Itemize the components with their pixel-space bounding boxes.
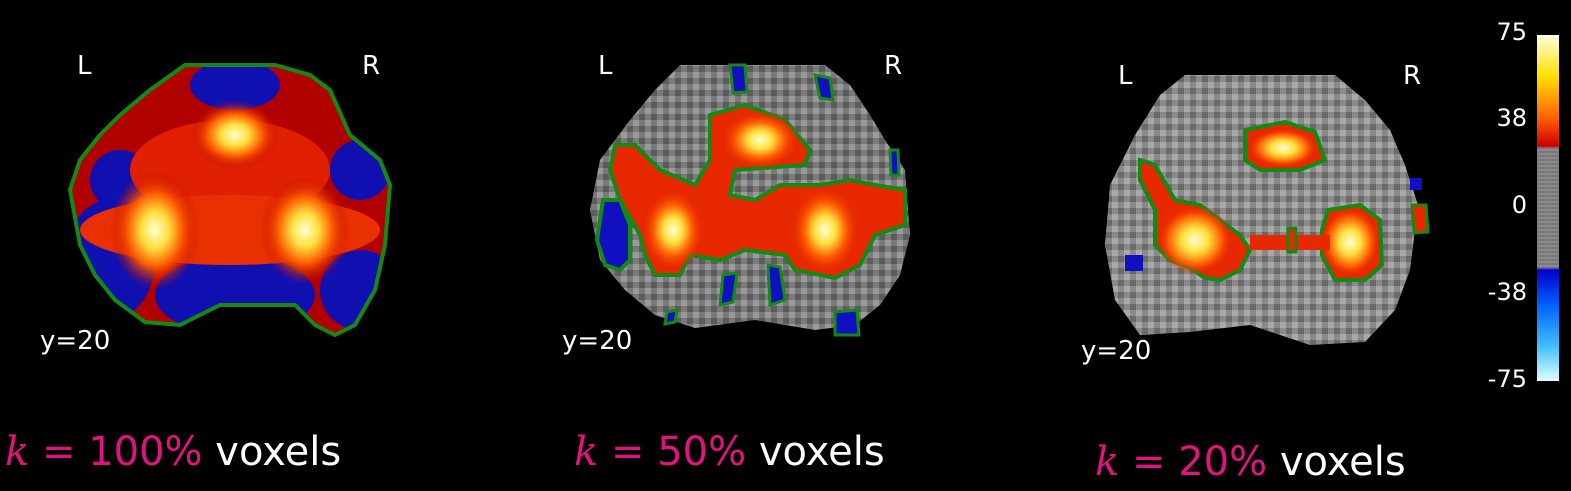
brain-map-fifth	[1105, 75, 1430, 345]
colorbar-tick: -38	[1487, 278, 1527, 306]
slice-coordinate: y=20	[40, 326, 111, 356]
caption-k-100: k = 100% voxels	[5, 429, 342, 475]
left-hemisphere-label: L	[77, 51, 92, 81]
slice-coordinate: y=20	[562, 326, 633, 356]
colorbar-tick: 38	[1496, 104, 1527, 132]
brain-map-full	[67, 63, 393, 338]
brain-slice-panel-2	[585, 60, 915, 345]
caption-k-20: k = 20% voxels	[1095, 439, 1406, 485]
brain-slice-panel-1	[60, 60, 400, 345]
left-hemisphere-label: L	[598, 51, 613, 81]
colorbar-tick: 0	[1511, 191, 1527, 219]
right-hemisphere-label: R	[362, 51, 381, 81]
brain-map-half	[590, 63, 910, 337]
colorbar	[1537, 35, 1559, 381]
slice-coordinate: y=20	[1081, 336, 1152, 366]
right-hemisphere-label: R	[884, 51, 903, 81]
colorbar-tick: -75	[1487, 365, 1527, 393]
right-hemisphere-label: R	[1403, 61, 1422, 91]
colorbar-tick: 75	[1496, 18, 1527, 46]
caption-k-50: k = 50% voxels	[574, 429, 885, 475]
left-hemisphere-label: L	[1118, 61, 1133, 91]
brain-slice-panel-3	[1100, 70, 1440, 355]
